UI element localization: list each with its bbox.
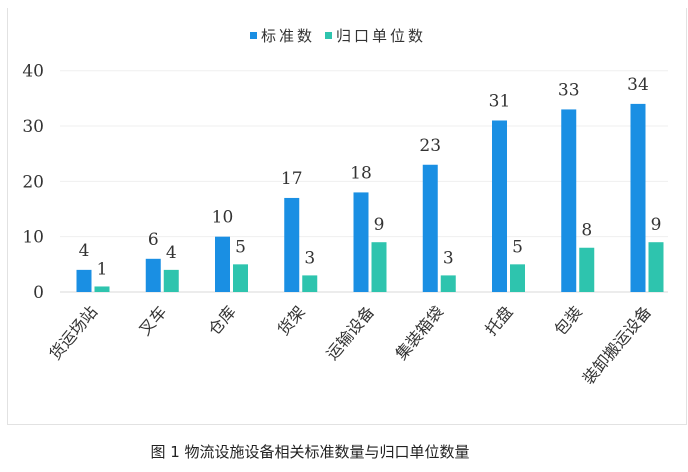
data-label: 33 (558, 80, 580, 100)
y-tick-label: 40 (22, 62, 44, 82)
y-tick-label: 10 (22, 228, 44, 248)
data-label: 9 (651, 215, 662, 235)
data-label: 8 (581, 221, 592, 241)
bar-standards (76, 269, 92, 292)
legend-label: 标准数 (261, 27, 315, 45)
data-label: 9 (374, 215, 385, 235)
data-label: 3 (443, 248, 454, 268)
data-label: 6 (148, 230, 159, 250)
data-label: 1 (97, 259, 108, 279)
legend-label: 归口单位数 (336, 27, 426, 45)
data-label: 18 (350, 163, 372, 183)
bar-standards (353, 192, 369, 292)
x-tick-label: 集装箱袋 (392, 302, 448, 363)
x-tick-label: 货运场站 (45, 302, 101, 363)
data-label: 34 (627, 75, 649, 95)
data-label: 5 (512, 237, 523, 257)
bar-standards (422, 164, 438, 292)
y-tick-label: 30 (22, 117, 44, 137)
x-tick-label: 仓库 (204, 302, 239, 339)
data-label: 10 (212, 208, 234, 228)
chart-frame (7, 8, 687, 425)
legend-swatch (325, 32, 332, 39)
y-tick-label: 20 (22, 172, 44, 192)
bar-units (163, 269, 179, 292)
data-label: 3 (304, 248, 315, 268)
bar-units (648, 242, 664, 292)
x-tick-label: 货架 (274, 302, 309, 339)
bar-standards (561, 109, 577, 293)
bar-standards (492, 120, 507, 293)
bar-standards (145, 258, 161, 292)
x-tick-label: 托盘 (481, 302, 516, 339)
data-label: 23 (419, 136, 441, 156)
data-label: 4 (166, 243, 177, 263)
bar-chart: 01020304041货运场站64叉车105仓库173货架189运输设备233集… (22, 27, 668, 388)
bar-units (510, 264, 525, 292)
x-tick-label: 包装 (551, 302, 586, 339)
data-label: 4 (79, 241, 90, 261)
bar-units (371, 242, 387, 292)
bar-units (233, 264, 248, 292)
x-tick-label: 装卸搬运设备 (579, 302, 655, 388)
x-tick-label: 叉车 (135, 302, 170, 339)
bar-units (302, 275, 318, 292)
bar-standards (215, 236, 230, 292)
bar-units (440, 275, 456, 292)
data-label: 5 (235, 237, 246, 257)
bar-units (94, 286, 110, 292)
figure-caption: 图 1 物流设施设备相关标准数量与归口单位数量 (150, 443, 470, 461)
bar-standards (284, 197, 300, 292)
x-tick-label: 运输设备 (322, 302, 378, 363)
data-label: 17 (281, 169, 303, 189)
data-label: 31 (489, 91, 511, 111)
legend-swatch (250, 32, 257, 39)
bar-units (579, 247, 595, 292)
bar-standards (630, 103, 646, 293)
y-tick-label: 0 (33, 283, 44, 303)
